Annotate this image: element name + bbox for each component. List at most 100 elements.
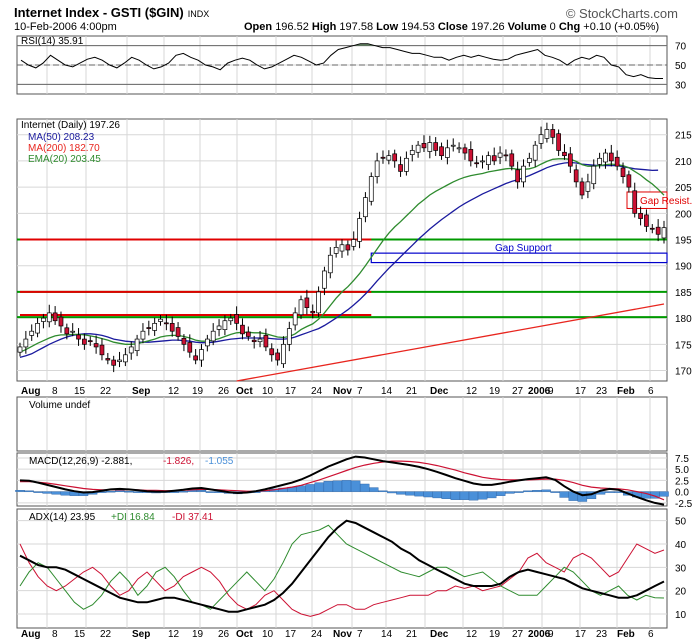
adx-x-label: 15: [74, 629, 86, 639]
candle-up: [333, 247, 339, 254]
price-x-label: 19: [192, 386, 204, 397]
adx-x-label: Oct: [236, 629, 253, 639]
candle-up: [538, 134, 544, 144]
macd-histogram-bar: [205, 491, 216, 493]
gap-support-label: Gap Support: [495, 243, 552, 254]
price-x-label: 19: [489, 386, 501, 397]
macd-histogram-bar: [486, 491, 497, 499]
candle-down: [638, 212, 643, 219]
candle-up: [386, 155, 392, 161]
candle-down: [644, 214, 649, 227]
macd-histogram-bar: [532, 490, 542, 492]
candle-up: [661, 227, 667, 239]
macd-histogram-bar: [378, 490, 388, 492]
adx-panel-frame: [16, 508, 668, 629]
candle-up: [281, 343, 286, 365]
candle-up: [140, 330, 146, 340]
candle-down: [462, 147, 468, 154]
candle-down: [655, 226, 661, 235]
candle-up: [415, 144, 421, 153]
candle-up: [158, 318, 163, 322]
candle-down: [608, 152, 614, 162]
chart-title: Internet Index - GSTI ($GIN) INDX: [14, 5, 210, 20]
candle-up: [497, 152, 503, 158]
price-tick-label: 210: [675, 157, 692, 168]
price-x-label: 6: [648, 386, 654, 397]
candle-up: [585, 181, 591, 192]
candle-up: [41, 317, 46, 322]
candle-up: [544, 129, 550, 139]
macd-histogram-bar: [432, 491, 442, 499]
candle-down: [509, 153, 515, 167]
candle-up: [316, 291, 321, 314]
candle-down: [263, 335, 269, 348]
candle-up: [427, 142, 433, 152]
adx-x-label: 14: [381, 629, 393, 639]
candle-down: [175, 327, 181, 337]
adx-x-label: 9: [548, 629, 554, 639]
candle-down: [275, 352, 280, 361]
price-tick-label: 175: [675, 340, 692, 351]
price-x-label: 15: [74, 386, 86, 397]
ma50-legend: MA(50) 208.23: [28, 132, 95, 143]
macd-histogram-bar: [124, 490, 134, 493]
chart-header: Internet Index - GSTI ($GIN) INDX 10-Feb-…: [0, 0, 700, 36]
price-tick-label: 180: [675, 314, 692, 325]
candle-up: [29, 330, 35, 336]
candle-down: [87, 340, 93, 343]
candle-up: [17, 346, 23, 353]
price-x-label: 14: [381, 386, 393, 397]
ma200-legend: MA(200) 182.70: [28, 143, 100, 154]
candle-down: [439, 146, 444, 157]
candle-up: [204, 338, 210, 347]
candle-up: [128, 346, 134, 354]
candle-up: [228, 317, 234, 322]
ma50-line: [19, 161, 659, 359]
candle-down: [52, 312, 58, 322]
candle-down: [398, 164, 403, 172]
macd-histogram-bar: [105, 490, 116, 493]
macd-histogram-bar: [550, 491, 560, 493]
quote-summary: Open 196.52 High 197.58 Low 194.53 Close…: [244, 21, 660, 33]
candle-down: [556, 133, 561, 151]
candle-down: [573, 169, 579, 183]
candle-up: [322, 270, 327, 289]
ema20-legend: EMA(20) 203.45: [28, 154, 101, 165]
volume-legend: Volume undef: [29, 400, 90, 411]
candle-down: [105, 358, 111, 361]
candle-up: [456, 147, 462, 150]
macd-histogram-bar: [24, 490, 34, 492]
candle-up: [521, 165, 526, 183]
candle-up: [486, 155, 491, 165]
adx-x-label: Sep: [132, 629, 150, 639]
candle-up: [409, 150, 415, 155]
adx-x-label: 17: [575, 629, 587, 639]
price-x-label: Dec: [430, 386, 449, 397]
candle-up: [404, 157, 409, 172]
candle-down: [240, 324, 245, 335]
candle-down: [614, 156, 620, 167]
macd-histogram-bar: [133, 491, 143, 493]
candle-down: [251, 339, 257, 343]
candle-up: [480, 160, 485, 163]
price-x-label: 22: [100, 386, 112, 397]
macd-histogram-bar: [477, 491, 488, 500]
price-x-label: Nov: [333, 386, 352, 397]
adx-tick-label: 50: [675, 517, 687, 528]
price-x-label: 9: [548, 386, 554, 397]
macd-tick-label: 0.0: [675, 488, 689, 499]
candle-down: [304, 297, 310, 308]
candle-down: [515, 169, 520, 183]
macd-histogram-bar: [60, 491, 71, 496]
candle-up: [445, 147, 450, 158]
candle-down: [146, 327, 152, 329]
price-tick-label: 205: [675, 183, 692, 194]
macd-histogram-bar: [115, 490, 125, 492]
candle-down: [310, 310, 316, 314]
candle-down: [380, 156, 386, 159]
macd-histogram-bar: [332, 480, 343, 492]
candle-down: [649, 227, 655, 230]
macd-histogram-bar: [468, 491, 479, 501]
adx-x-label: Aug: [21, 629, 40, 639]
